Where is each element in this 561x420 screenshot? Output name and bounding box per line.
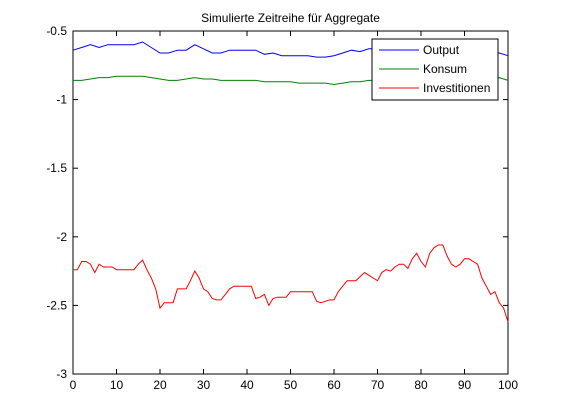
x-tick-label: 40: [240, 378, 254, 392]
y-tick-label: -0.5: [46, 24, 67, 38]
x-tick-label: 10: [110, 378, 124, 392]
y-tick-label: -2: [56, 230, 67, 244]
y-tick-label: -3: [56, 367, 67, 381]
y-tick-label: -2.5: [46, 298, 67, 312]
x-tick-label: 80: [414, 378, 428, 392]
axis-tick-labels: 0 10 20 30 40 50 60 70 80 90 100 -0.5 -1 -1.5 -2 -2.5 -3: [46, 24, 518, 392]
legend-label: Konsum: [423, 62, 467, 76]
legend-label: Output: [423, 43, 460, 57]
x-tick-label: 30: [197, 378, 211, 392]
x-tick-label: 70: [371, 378, 385, 392]
x-tick-label: 0: [70, 378, 77, 392]
axis-ticks: [72, 30, 509, 375]
x-tick-label: 90: [458, 378, 472, 392]
y-tick-label: -1.5: [46, 161, 67, 175]
y-tick-label: -1: [56, 93, 67, 107]
x-tick-label: 50: [284, 378, 298, 392]
x-tick-label: 100: [498, 378, 518, 392]
chart-title: Simulierte Zeitreihe für Aggregate: [201, 11, 380, 25]
x-tick-label: 60: [327, 378, 341, 392]
x-tick-label: 20: [153, 378, 167, 392]
legend-label: Investitionen: [423, 81, 490, 95]
series-line-investitionen: [73, 244, 509, 323]
legend: Output Konsum Investitionen: [371, 38, 499, 101]
